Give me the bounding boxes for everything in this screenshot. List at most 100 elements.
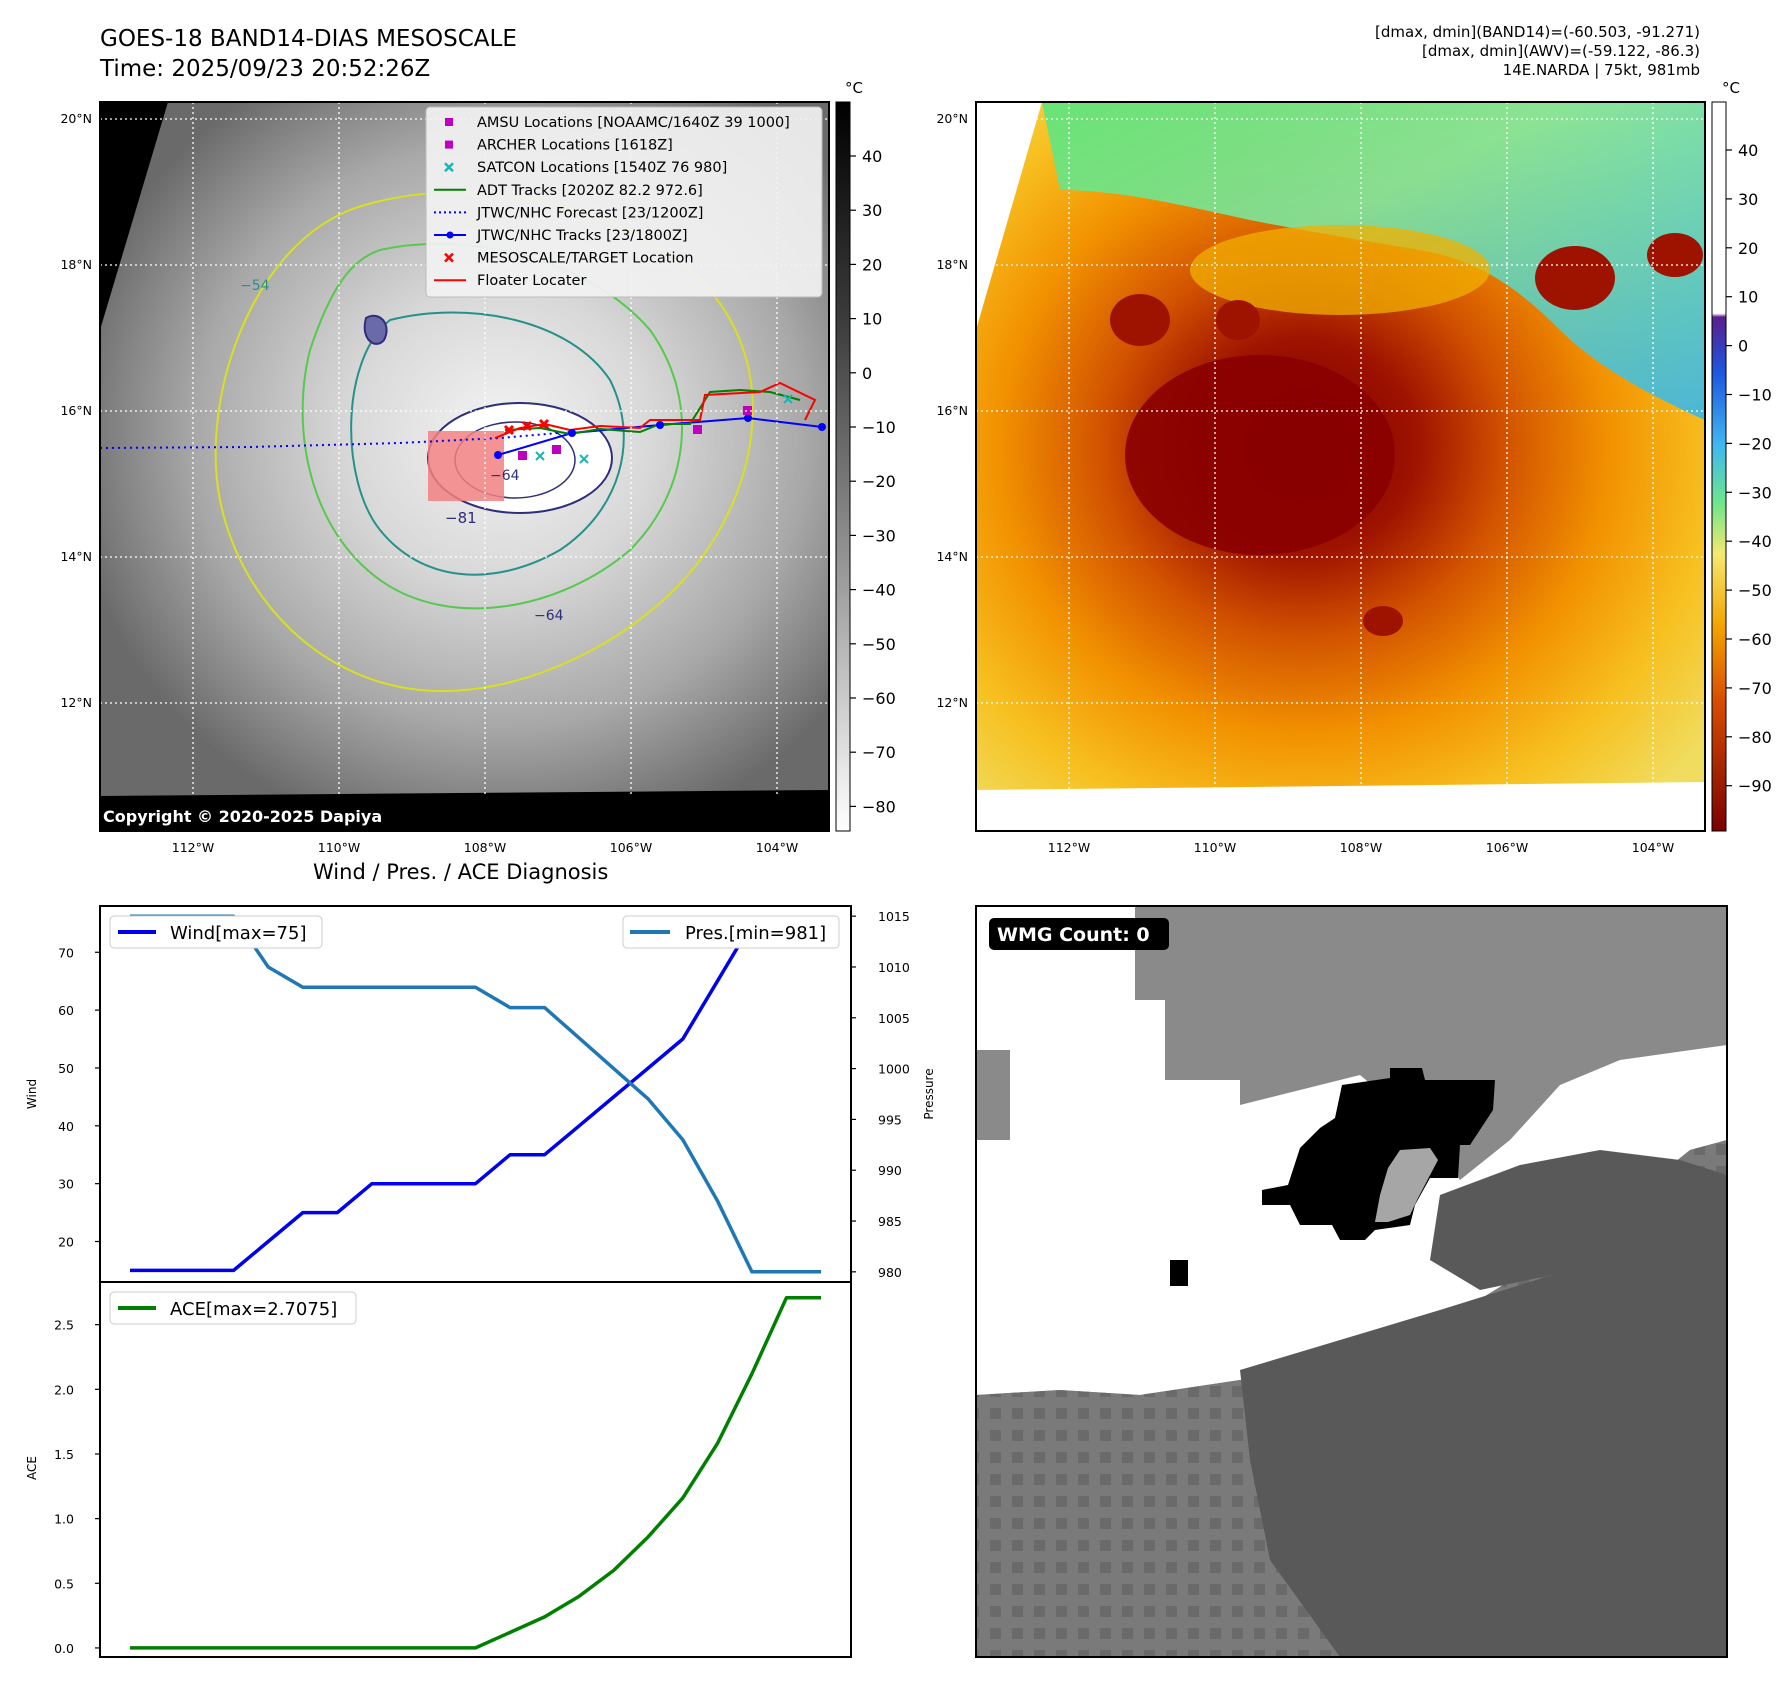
colorbar-tick-label: 40 [1738,141,1758,160]
awv-cell [1535,246,1615,310]
awv-band [1190,225,1490,315]
y-tick-label: 50 [58,1061,74,1076]
amsu-archer-points [518,406,752,460]
lat-label: 18°N [936,257,968,272]
lat-label: 18°N [60,257,92,272]
legend-label: JTWC/NHC Tracks [23/1800Z] [476,228,688,244]
y-tick-label: 1.0 [54,1512,74,1527]
awv-colorbar-unit: °C [1722,79,1740,97]
pressure-legend-label: Pres.[min=981] [685,923,826,944]
colorbar-tick-label: 20 [1738,239,1758,258]
lon-label: 108°W [464,840,506,855]
contour-ring-inner [350,311,625,576]
y-tick-label: 60 [58,1003,74,1018]
y2-tick-label: 1010 [878,960,910,975]
copyright-text: Copyright © 2020-2025 Dapiya [103,807,382,826]
wmg-black-cell [1170,1260,1188,1286]
colorbar-tick-label: 30 [862,201,882,220]
y-tick-label: 30 [58,1177,74,1192]
awv-panel: °C 40 30 20 10 0 −10 −20 −30 −40 −50 −60 −70 −80 −90 [975,79,1772,832]
colorbar-tick-label: −90 [1738,777,1772,796]
legend-item: JTWC/NHC Tracks [23/1800Z] [434,228,688,244]
colorbar-tick-label: 0 [862,364,872,383]
wmg-count-badge [989,918,1169,950]
wmg-gray-cell [976,1050,1010,1140]
lon-label: 112°W [172,840,214,855]
lat-label: 12°N [60,695,92,710]
ir-colorbar-ticks: 40 30 20 10 0 −10 −20 −30 −40 −50 −60 −70 −80 [850,147,896,816]
lon-label: 104°W [1632,840,1674,855]
y2-tick-label: 985 [878,1214,902,1229]
colorbar-tick-label: −80 [1738,728,1772,747]
legend-label: Floater Locater [477,273,586,289]
y-tick-label: 20 [58,1235,74,1250]
figure-title-line2: Time: 2025/09/23 20:52:26Z [100,56,431,82]
legend-label: ARCHER Locations [1618Z] [477,138,673,154]
lon-label: 106°W [1486,840,1528,855]
awv-cell [1216,300,1260,340]
colorbar-tick-label: −20 [1738,434,1772,453]
legend-item: MESOSCALE/TARGET Location [444,251,694,267]
contour-label: −54 [240,278,270,294]
ace-legend: ACE[max=2.7075] [109,1291,357,1325]
colorbar-tick-label: −40 [862,581,896,600]
wind-legend-label: Wind[max=75] [170,923,307,944]
legend-swatch [445,118,453,126]
lon-label: 112°W [1048,840,1090,855]
y2-tick-label: 995 [878,1112,902,1127]
ir-legend: AMSU Locations [NOAAMC/1640Z 39 1000] ARC… [425,106,823,298]
best-track-points [494,414,826,459]
satcon-points [535,394,793,464]
legend-label: JTWC/NHC Forecast [23/1200Z] [476,205,703,221]
colorbar-tick-label: −50 [1738,581,1772,600]
wmg-gray-inner [1375,1148,1438,1222]
lat-label: 12°N [936,695,968,710]
map-axis-labels: 112°W 110°W 108°W 106°W 104°W 20°N 18°N 16°N 14°… [60,111,1674,855]
colorbar-tick-label: 20 [862,255,882,274]
y2-tick-label: 1000 [878,1062,910,1077]
legend-item: SATCON Locations [1540Z 76 980] [444,160,727,176]
contour-label: −81 [445,509,477,527]
lon-label: 104°W [756,840,798,855]
colorbar-tick-label: −20 [862,472,896,491]
diagnosis-title: Wind / Pres. / ACE Diagnosis [313,860,609,884]
wmg-darker-band [1430,1150,1727,1290]
floater-box [428,431,504,501]
legend-swatch [444,162,454,173]
legend-swatch-dot [446,231,454,239]
cold-cell-contour [363,314,388,345]
wmg-count-text: WMG Count: 0 [997,924,1150,946]
legend-label: SATCON Locations [1540Z 76 980] [477,160,727,176]
colorbar-tick-label: −30 [1738,483,1772,502]
ace-legend-label: ACE[max=2.7075] [170,1299,337,1320]
awv-core [1125,355,1395,555]
legend-item: ARCHER Locations [1618Z] [445,138,673,154]
wmg-frame [975,905,1728,1658]
colorbar-tick-label: 10 [862,310,882,329]
contour-label: −64 [534,608,564,624]
y-tick-label: 2.5 [54,1318,74,1333]
wind-pressure-chart: 20 30 40 50 60 70 980 985 990 995 1000 1005 1010 1015… [25,905,936,1283]
y2-tick-label: 1005 [878,1011,910,1026]
awv-gridlines [976,102,1705,831]
wmg-darker-zone [1240,1240,1727,1657]
pressure-legend-frame [622,915,840,949]
colorbar-tick-label: 40 [862,147,882,166]
lat-label: 14°N [60,549,92,564]
legend-label: AMSU Locations [NOAAMC/1640Z 39 1000] [477,115,790,131]
ace-axis-label: ACE [25,1456,39,1480]
y-tick-label: 0.0 [54,1641,74,1656]
ir-frame [99,101,830,832]
ir-colorbar [835,101,851,832]
wmg-black-core [1262,1068,1495,1240]
legend-label: ADT Tracks [2020Z 82.2 972.6] [477,183,703,199]
legend-label: MESOSCALE/TARGET Location [477,251,694,267]
wind-legend: Wind[max=75] [109,915,323,949]
stat-line-awv: [dmax, dmin](AWV)=(-59.122, -86.3) [1421,42,1700,60]
legend-swatch [445,140,453,149]
legend-item: Floater Locater [434,273,586,289]
ace-frame [99,1281,852,1658]
y-tick-label: 0.5 [54,1576,74,1591]
mesoscale-target-points [503,418,550,436]
figure-title-line1: GOES-18 BAND14-DIAS MESOSCALE [100,26,517,52]
